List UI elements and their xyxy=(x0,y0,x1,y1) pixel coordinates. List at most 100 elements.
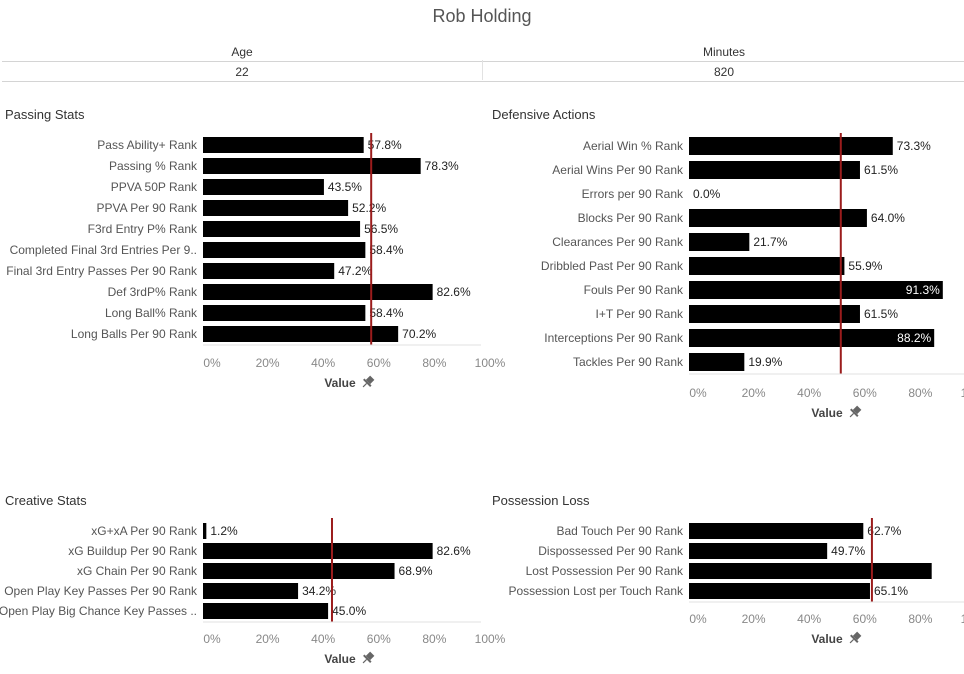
bar-long-ball-rank xyxy=(203,305,366,321)
age-value: 22 xyxy=(235,65,249,79)
pin-icon-needle xyxy=(362,658,368,664)
x-tick-label: 0% xyxy=(203,632,221,646)
category-label-completed-final-3rd-entries-per-9: Completed Final 3rd Entries Per 9.. xyxy=(10,243,197,257)
value-label-ppva-per-90-rank: 52.2% xyxy=(352,201,386,215)
bar-blocks-per-90-rank xyxy=(689,209,867,227)
category-label-open-play-key-passes-per-90-rank: Open Play Key Passes Per 90 Rank xyxy=(4,584,198,598)
value-label-blocks-per-90-rank: 64.0% xyxy=(871,211,905,225)
bar-fouls-per-90-rank xyxy=(689,281,943,299)
x-axis-label: Value xyxy=(811,632,843,646)
category-label-aerial-wins-per-90-rank: Aerial Wins Per 90 Rank xyxy=(552,163,684,177)
value-label-dispossessed-per-90-rank: 49.7% xyxy=(831,544,865,558)
x-axis-label: Value xyxy=(324,376,356,390)
value-label-xg-chain-per-90-rank: 68.9% xyxy=(399,564,433,578)
x-tick-label: 20% xyxy=(742,386,766,400)
bar-passing-rank xyxy=(203,158,421,174)
x-tick-label: 0% xyxy=(203,356,221,370)
category-label-xg-buildup-per-90-rank: xG Buildup Per 90 Rank xyxy=(68,544,198,558)
pin-icon-needle xyxy=(849,638,855,644)
value-label-pass-ability-rank: 57.8% xyxy=(368,138,402,152)
x-tick-label: 40% xyxy=(797,386,821,400)
value-label-passing-rank: 78.3% xyxy=(425,159,459,173)
x-tick-label: 0% xyxy=(689,386,707,400)
category-label-clearances-per-90-rank: Clearances Per 90 Rank xyxy=(552,235,684,249)
minutes-value: 820 xyxy=(713,65,735,79)
value-label-long-ball-rank: 58.4% xyxy=(369,306,403,320)
bar-open-play-big-chance-key-passes xyxy=(203,603,329,619)
category-label-interceptions-per-90-rank: Interceptions Per 90 Rank xyxy=(544,331,684,345)
bar-open-play-key-passes-per-90-rank xyxy=(203,583,299,599)
value-label-ppva-50p-rank: 43.5% xyxy=(328,180,362,194)
bar-dribbled-past-per-90-rank xyxy=(689,257,845,275)
minutes-header: Minutes xyxy=(702,45,746,59)
bar-clearances-per-90-rank xyxy=(689,233,750,251)
age-header: Age xyxy=(231,45,253,59)
value-label-completed-final-3rd-entries-per-9: 58.4% xyxy=(369,243,403,257)
pin-icon-bar xyxy=(850,634,859,643)
x-tick-label: 40% xyxy=(311,632,335,646)
bar-tackles-per-90-rank xyxy=(689,353,745,371)
category-label-blocks-per-90-rank: Blocks Per 90 Rank xyxy=(578,211,684,225)
x-tick-label: 60% xyxy=(853,386,877,400)
x-tick-label: 20% xyxy=(256,356,280,370)
bar-xg-buildup-per-90-rank xyxy=(203,543,433,559)
category-label-dispossessed-per-90-rank: Dispossessed Per 90 Rank xyxy=(538,544,684,558)
x-tick-label: 20% xyxy=(742,612,766,626)
pin-icon-bar xyxy=(363,378,372,387)
x-tick-label: 40% xyxy=(311,356,335,370)
category-label-final-3rd-entry-passes-per-90-rank: Final 3rd Entry Passes Per 90 Rank xyxy=(6,264,198,278)
value-label-interceptions-per-90-rank: 88.2% xyxy=(897,331,931,345)
value-label-possession-lost-per-touch-rank: 65.1% xyxy=(874,584,908,598)
category-label-xg-xa-per-90-rank: xG+xA Per 90 Rank xyxy=(91,524,198,538)
x-tick-label: 100% xyxy=(475,356,506,370)
bar-i-t-per-90-rank xyxy=(689,305,860,323)
category-label-ppva-50p-rank: PPVA 50P Rank xyxy=(111,180,198,194)
header-divider xyxy=(2,61,964,62)
x-tick-label: 100% xyxy=(475,632,506,646)
value-label-open-play-big-chance-key-passes: 45.0% xyxy=(332,604,366,618)
value-label-open-play-key-passes-per-90-rank: 34.2% xyxy=(302,584,336,598)
value-label-fouls-per-90-rank: 91.3% xyxy=(906,283,940,297)
value-label-final-3rd-entry-passes-per-90-rank: 47.2% xyxy=(338,264,372,278)
bar-long-balls-per-90-rank xyxy=(203,326,399,342)
bar-aerial-wins-per-90-rank xyxy=(689,161,860,179)
x-tick-label: 0% xyxy=(689,612,707,626)
x-tick-label: 60% xyxy=(367,356,391,370)
x-tick-label: 100% xyxy=(961,612,964,626)
value-label-clearances-per-90-rank: 21.7% xyxy=(753,235,787,249)
pin-icon-head xyxy=(852,631,862,641)
value-label-i-t-per-90-rank: 61.5% xyxy=(864,307,898,321)
bar-dispossessed-per-90-rank xyxy=(689,543,828,559)
x-tick-label: 40% xyxy=(797,612,821,626)
value-label-def-3rdp-rank: 82.6% xyxy=(437,285,471,299)
bar-ppva-per-90-rank xyxy=(203,200,349,216)
category-label-errors-per-90-rank: Errors per 90 Rank xyxy=(582,187,684,201)
category-label-passing-rank: Passing % Rank xyxy=(109,159,198,173)
x-axis-label: Value xyxy=(811,406,843,420)
x-tick-label: 80% xyxy=(908,386,932,400)
creative-stats-title: Creative Stats xyxy=(5,493,87,508)
dashboard-title: Rob Holding xyxy=(432,6,532,26)
pin-icon xyxy=(849,631,862,644)
value-label-aerial-wins-per-90-rank: 61.5% xyxy=(864,163,898,177)
x-axis-label: Value xyxy=(324,652,356,666)
passing-stats-title: Passing Stats xyxy=(5,107,85,122)
category-label-i-t-per-90-rank: I+T Per 90 Rank xyxy=(596,307,684,321)
category-label-lost-possession-per-90-rank: Lost Possession Per 90 Rank xyxy=(526,564,684,578)
bar-xg-chain-per-90-rank xyxy=(203,563,395,579)
category-label-tackles-per-90-rank: Tackles Per 90 Rank xyxy=(573,355,684,369)
category-label-def-3rdp-rank: Def 3rdP% Rank xyxy=(108,285,198,299)
x-tick-label: 100% xyxy=(961,386,964,400)
x-tick-label: 80% xyxy=(422,356,446,370)
value-label-bad-touch-per-90-rank: 62.7% xyxy=(867,524,901,538)
category-label-long-ball-rank: Long Ball% Rank xyxy=(105,306,198,320)
pin-icon-bar xyxy=(363,654,372,663)
category-label-long-balls-per-90-rank: Long Balls Per 90 Rank xyxy=(71,327,198,341)
category-label-dribbled-past-per-90-rank: Dribbled Past Per 90 Rank xyxy=(541,259,684,273)
bar-lost-possession-per-90-rank xyxy=(689,563,932,579)
bar-pass-ability-rank xyxy=(203,137,364,153)
